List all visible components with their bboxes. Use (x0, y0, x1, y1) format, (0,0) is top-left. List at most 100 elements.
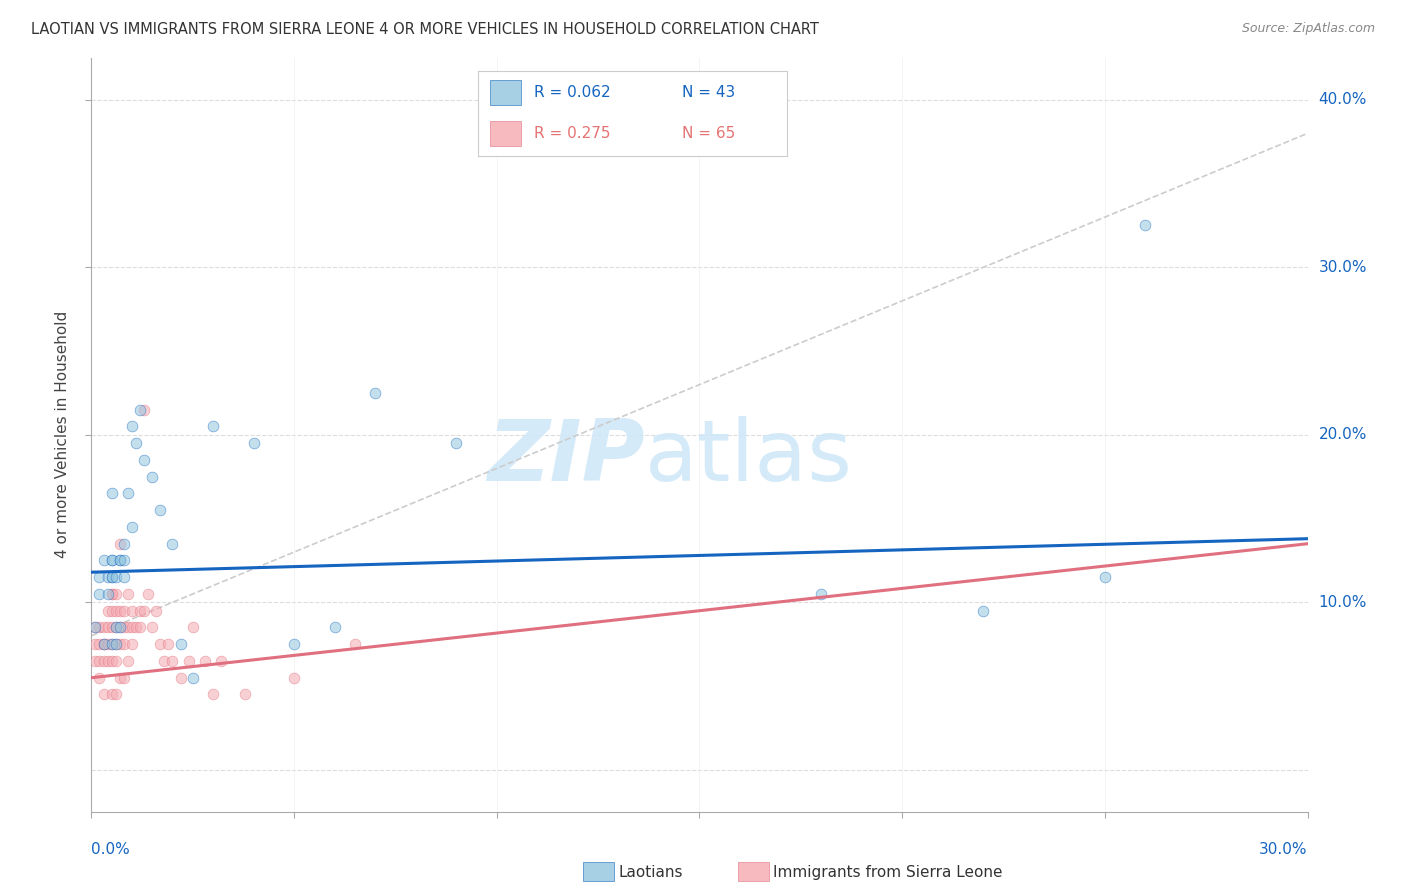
Point (104, 604, 127, 618)
Point (157, 637, 180, 651)
Point (84, 654, 107, 668)
Point (153, 654, 176, 668)
Point (177, 654, 200, 668)
Point (132, 453, 155, 467)
Point (100, 553, 122, 567)
Point (104, 688, 127, 702)
Point (117, 486, 139, 500)
Point (112, 570, 135, 584)
Point (97, 620, 120, 634)
Point (112, 553, 135, 567)
Point (125, 620, 148, 634)
Point (235, 688, 257, 702)
Point (84, 620, 107, 634)
Y-axis label: 4 or more Vehicles in Household: 4 or more Vehicles in Household (55, 311, 70, 558)
Point (121, 637, 143, 651)
Point (97, 637, 120, 651)
Point (117, 587, 139, 601)
Point (129, 402, 152, 417)
Point (132, 604, 155, 618)
Point (202, 419, 225, 434)
Point (343, 637, 366, 651)
Point (93, 637, 115, 651)
Point (169, 637, 191, 651)
Point (84, 620, 107, 634)
Point (100, 587, 122, 601)
Point (162, 654, 184, 668)
Point (283, 637, 305, 651)
Text: 30.0%: 30.0% (1319, 260, 1367, 275)
Text: ZIP: ZIP (486, 416, 645, 499)
Point (141, 469, 163, 483)
Point (283, 671, 305, 685)
Bar (491, 120, 522, 146)
Point (444, 436, 467, 450)
Point (100, 553, 122, 567)
Point (104, 637, 127, 651)
Point (93, 637, 115, 651)
Point (141, 620, 163, 634)
Point (100, 604, 122, 618)
Point (108, 620, 131, 634)
Point (242, 436, 264, 450)
Text: atlas: atlas (645, 416, 853, 499)
Point (1094, 570, 1116, 584)
Point (194, 654, 217, 668)
Point (181, 620, 204, 634)
Point (112, 620, 135, 634)
Point (112, 671, 135, 685)
Point (1135, 219, 1157, 233)
Text: 10.0%: 10.0% (1319, 595, 1367, 610)
Point (108, 553, 131, 567)
Point (162, 537, 184, 551)
Point (100, 654, 122, 668)
Point (93, 688, 115, 702)
Point (84, 637, 107, 651)
Text: Laotians: Laotians (619, 865, 683, 880)
Point (89, 671, 111, 685)
Point (100, 637, 122, 651)
Text: Source: ZipAtlas.com: Source: ZipAtlas.com (1241, 22, 1375, 36)
Point (104, 654, 127, 668)
Point (100, 570, 122, 584)
Point (108, 604, 131, 618)
Point (121, 604, 143, 618)
Point (136, 587, 159, 601)
Point (209, 654, 232, 668)
Text: N = 65: N = 65 (682, 126, 735, 141)
Point (89, 587, 111, 601)
Point (93, 620, 115, 634)
Point (100, 620, 122, 634)
Point (97, 654, 120, 668)
Point (972, 604, 994, 618)
Text: R = 0.275: R = 0.275 (534, 126, 610, 141)
Point (149, 637, 172, 651)
Text: 20.0%: 20.0% (1319, 427, 1367, 442)
Point (100, 486, 122, 500)
Text: 40.0%: 40.0% (1319, 93, 1367, 107)
Point (112, 604, 135, 618)
Point (89, 620, 111, 634)
Point (108, 553, 131, 567)
Point (132, 402, 155, 417)
Point (93, 637, 115, 651)
Text: 0.0%: 0.0% (91, 842, 131, 857)
Point (104, 587, 127, 601)
Point (89, 570, 111, 584)
Point (117, 654, 139, 668)
Point (97, 587, 120, 601)
Point (117, 620, 139, 634)
Point (169, 671, 191, 685)
Point (100, 637, 122, 651)
Point (121, 520, 143, 534)
Point (810, 587, 832, 601)
Point (112, 537, 135, 551)
Point (104, 637, 127, 651)
Point (202, 688, 225, 702)
Text: Immigrants from Sierra Leone: Immigrants from Sierra Leone (773, 865, 1002, 880)
Point (125, 436, 148, 450)
Point (93, 654, 115, 668)
Point (104, 570, 127, 584)
Point (121, 620, 143, 634)
Point (323, 620, 346, 634)
